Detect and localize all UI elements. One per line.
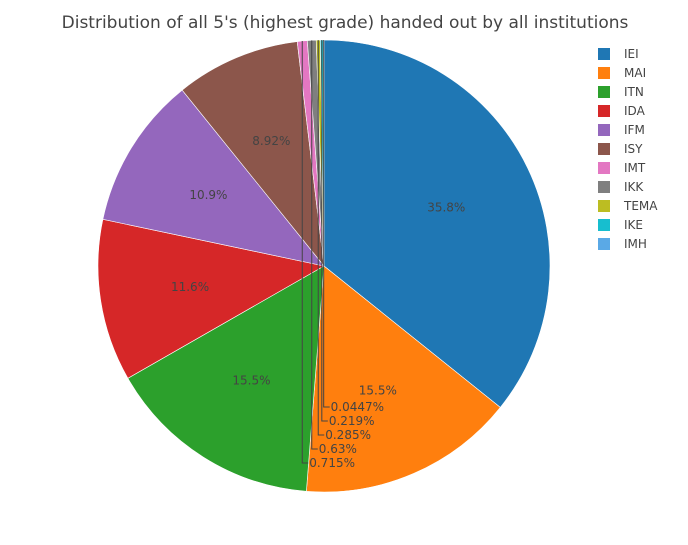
- pie-slice-itn: [127, 265, 325, 492]
- legend-swatch-tema: [598, 200, 610, 212]
- pie-slice-ifm: [102, 89, 325, 267]
- chart-title: Distribution of all 5's (highest grade) …: [62, 13, 629, 33]
- legend-swatch-ifm: [598, 124, 610, 136]
- callout-line-ikk: [311, 40, 318, 450]
- legend-swatch-imh: [598, 238, 610, 250]
- callout-line-tema: [317, 40, 325, 436]
- legend-label-iei: IEI: [624, 47, 639, 61]
- legend-label-ike: IKE: [624, 218, 643, 232]
- legend-label-tema: TEMA: [623, 199, 658, 213]
- pie-slice-mai: [306, 265, 501, 493]
- slice-label-ida: 11.6%: [171, 280, 209, 294]
- slice-label-ikk: 0.63%: [319, 442, 357, 456]
- slice-label-tema: 0.285%: [325, 428, 371, 442]
- callout-line-ike: [321, 40, 328, 422]
- pie-slice-isy: [181, 41, 325, 268]
- callout-line-imh: [323, 40, 330, 408]
- small-slice-callouts: 0.0447%0.219%0.285%0.63%0.715%: [301, 40, 384, 470]
- legend-label-isy: ISY: [624, 142, 643, 156]
- legend-label-itn: ITN: [624, 85, 644, 99]
- callout-line-imt: [301, 41, 309, 464]
- legend-swatch-imt: [598, 162, 610, 174]
- slice-label-iei: 35.8%: [427, 200, 465, 214]
- legend-swatch-ida: [598, 105, 610, 117]
- legend-label-imt: IMT: [624, 161, 646, 175]
- legend-label-mai: MAI: [624, 66, 646, 80]
- slice-label-itn: 15.5%: [232, 374, 270, 388]
- slice-label-ike: 0.219%: [329, 414, 375, 428]
- legend-label-ikk: IKK: [624, 180, 644, 194]
- legend-label-imh: IMH: [624, 237, 647, 251]
- slice-label-ifm: 10.9%: [189, 188, 227, 202]
- legend-swatch-ikk: [598, 181, 610, 193]
- slice-labels: 35.8% 15.5% 15.5% 11.6% 10.9% 8.92%: [171, 134, 465, 397]
- pie-slice-ida: [97, 218, 325, 379]
- pie-slices: [97, 39, 551, 493]
- slice-label-imh: 0.0447%: [331, 400, 384, 414]
- legend-label-ida: IDA: [624, 104, 646, 118]
- legend-swatch-itn: [598, 86, 610, 98]
- legend-swatch-ike: [598, 219, 610, 231]
- legend-swatch-mai: [598, 67, 610, 79]
- slice-label-isy: 8.92%: [252, 134, 290, 148]
- legend-swatch-iei: [598, 48, 610, 60]
- legend-label-ifm: IFM: [624, 123, 645, 137]
- legend-swatch-isy: [598, 143, 610, 155]
- legend: IEI MAI ITN IDA IFM ISY IMT IKK TEMA IKE IMH: [598, 47, 658, 251]
- slice-label-mai: 15.5%: [359, 383, 397, 397]
- slice-label-imt: 0.715%: [309, 456, 355, 470]
- pie-slice-iei: [323, 39, 551, 408]
